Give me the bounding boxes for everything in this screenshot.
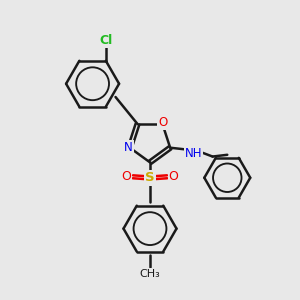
Text: Cl: Cl [99,34,112,47]
Text: O: O [122,170,131,183]
Text: NH: NH [185,147,202,160]
Text: S: S [145,172,155,184]
Text: CH₃: CH₃ [140,269,160,279]
Text: O: O [169,170,178,183]
Text: N: N [124,141,133,154]
Text: O: O [158,116,168,129]
